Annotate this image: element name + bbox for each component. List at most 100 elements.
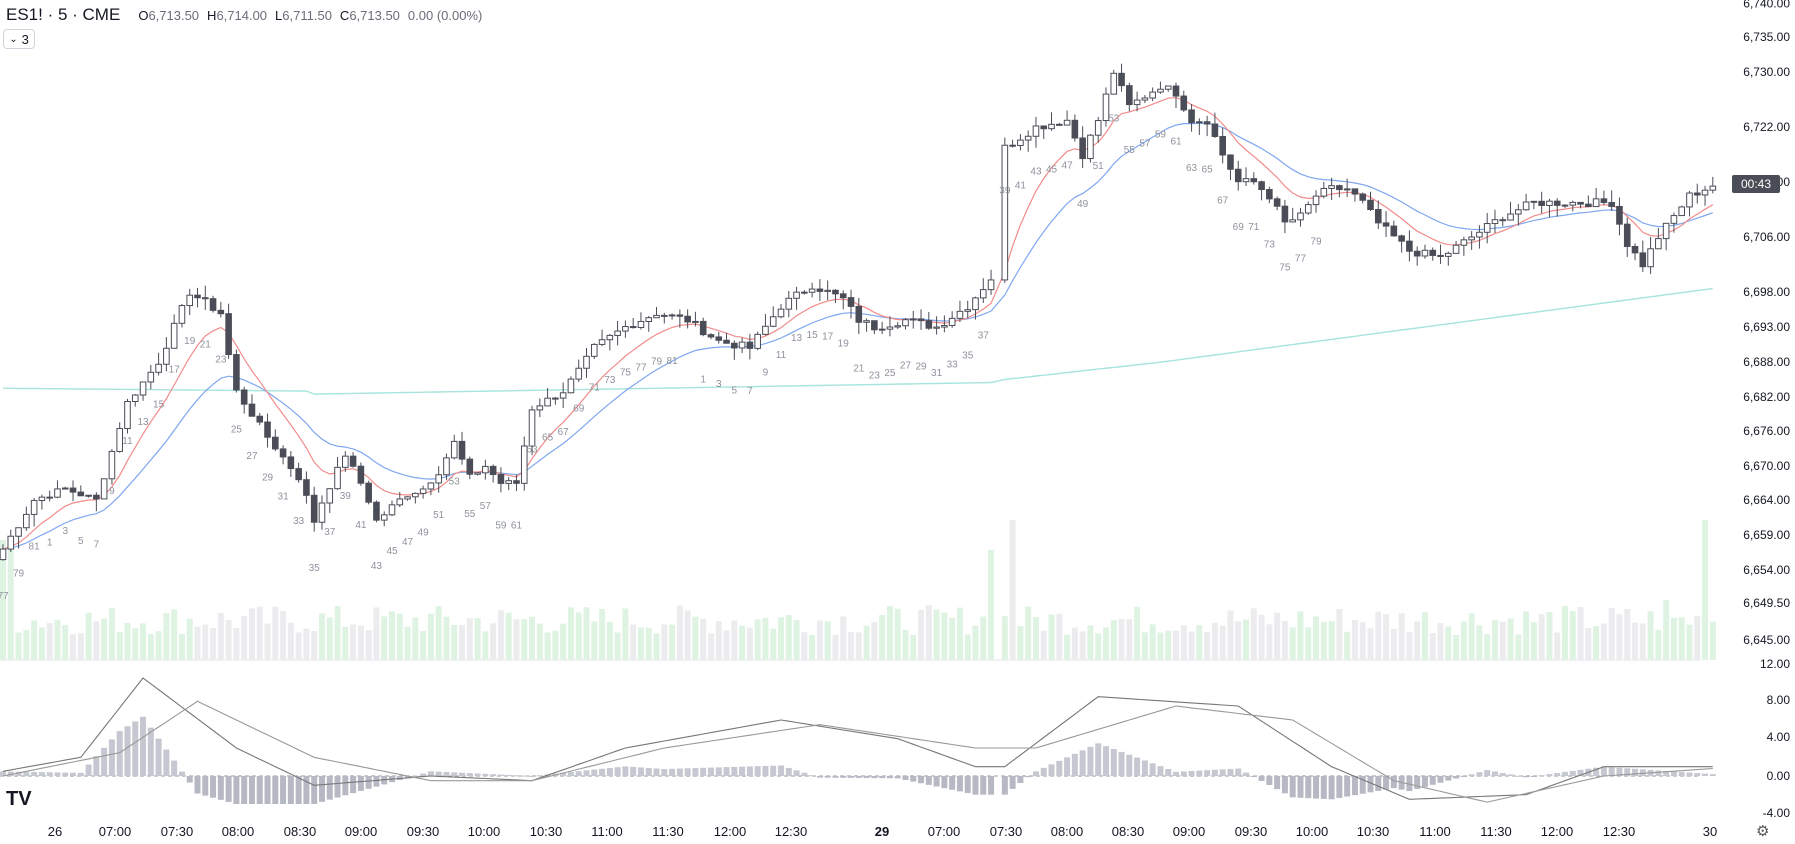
- volume-bar: [661, 624, 668, 660]
- candle-body: [769, 316, 777, 327]
- bar-count-label: 41: [1015, 180, 1027, 191]
- macd-histogram-bar: [427, 771, 434, 776]
- y-tick-label: 6,735.00: [1743, 30, 1790, 44]
- candle-body: [85, 494, 92, 497]
- candle-body: [1507, 213, 1514, 221]
- candle-body: [1094, 120, 1102, 136]
- volume-bar: [85, 612, 92, 660]
- volume-bar: [1530, 622, 1537, 660]
- volume-bar: [972, 625, 979, 660]
- candle-body: [303, 479, 310, 496]
- bar-count-label: 55: [1124, 145, 1136, 156]
- volume-bar: [1048, 614, 1055, 660]
- volume-bar: [902, 629, 909, 660]
- volume-bar: [1118, 619, 1125, 660]
- candle-body: [661, 314, 668, 317]
- macd-histogram-bar: [1670, 771, 1677, 776]
- bar-count-label: 57: [480, 501, 492, 512]
- candle-body: [723, 339, 730, 344]
- macd-histogram-bar: [1359, 776, 1366, 794]
- candle-body: [217, 309, 225, 315]
- macd-histogram-bar: [334, 776, 341, 798]
- candle-body: [964, 309, 972, 312]
- volume-bar: [108, 607, 115, 660]
- macd-histogram-bar: [1460, 776, 1467, 777]
- macd-histogram-bar: [529, 776, 536, 777]
- volume-bar: [241, 616, 248, 660]
- candle-body: [1483, 223, 1491, 233]
- candle-body: [100, 478, 108, 500]
- volume-bar: [1243, 619, 1250, 660]
- bar-count-label: 13: [791, 333, 803, 344]
- candle-body: [334, 466, 341, 490]
- volume-bar: [715, 621, 722, 660]
- gear-icon[interactable]: ⚙: [1756, 823, 1770, 840]
- volume-bar: [1359, 622, 1366, 660]
- volume-bar: [583, 607, 590, 660]
- candle-body: [622, 326, 629, 332]
- candle-body: [933, 326, 940, 329]
- macd-histogram-bar: [1258, 776, 1265, 781]
- candle-body: [240, 389, 248, 405]
- candle-body: [731, 342, 738, 349]
- volume-bar: [357, 625, 364, 660]
- candle-body: [1701, 189, 1709, 196]
- volume-bar: [1569, 611, 1576, 660]
- macd-histogram-bar: [754, 766, 761, 776]
- candle-body: [1164, 85, 1172, 90]
- macd-histogram-bar: [1071, 753, 1078, 776]
- macd-histogram-bar: [490, 774, 497, 776]
- volume-bar: [871, 622, 878, 660]
- x-tick-label: 07:00: [928, 824, 961, 839]
- bar-count-label: 37: [324, 527, 336, 538]
- volume-bar: [1196, 625, 1203, 660]
- macd-histogram-bar: [46, 772, 53, 776]
- macd-histogram-bar: [1289, 776, 1296, 798]
- macd-histogram-bar: [1655, 770, 1662, 776]
- volume-bar: [1515, 634, 1522, 660]
- indicators-toggle-button[interactable]: ⌄ 3: [3, 29, 35, 49]
- y-tick-label: 6,664.00: [1743, 493, 1790, 507]
- volume-bar: [1227, 610, 1234, 660]
- candle-body: [1538, 200, 1545, 206]
- candle-body: [847, 297, 855, 307]
- macd-histogram-bar: [1235, 768, 1242, 776]
- macd-histogram-bar: [1219, 769, 1226, 776]
- volume-bar: [1320, 622, 1327, 660]
- x-tick-label: 09:00: [345, 824, 378, 839]
- tradingview-logo-icon[interactable]: TV: [6, 788, 32, 810]
- volume-bar: [886, 606, 893, 660]
- volume-bar: [1173, 630, 1179, 660]
- volume-bar: [855, 632, 862, 660]
- bar-count-label: 79: [651, 356, 663, 367]
- bar-count-label: 7: [94, 540, 100, 551]
- symbol-title[interactable]: ES1! · 5 · CME: [6, 5, 121, 24]
- bar-count-label: 3: [716, 379, 722, 390]
- macd-histogram-bar: [606, 767, 613, 776]
- volume-bar: [248, 608, 255, 660]
- volume-bar: [801, 632, 808, 660]
- macd-histogram-bar: [676, 768, 683, 776]
- macd-histogram-bar: [186, 776, 193, 783]
- macd-histogram-bar: [1110, 749, 1117, 776]
- macd-histogram-bar: [1468, 774, 1475, 776]
- y-tick-label: 6,722.00: [1743, 120, 1790, 134]
- macd-histogram-bar: [863, 776, 870, 779]
- volume-bar: [31, 620, 38, 660]
- volume-bar: [210, 628, 217, 660]
- macd-histogram-bar: [1297, 776, 1304, 798]
- macd-histogram-bar: [1250, 776, 1257, 777]
- volume-bar: [1468, 613, 1475, 660]
- volume-bar: [1336, 609, 1343, 660]
- candle-body: [614, 330, 621, 336]
- bar-count-label: 71: [1248, 222, 1260, 233]
- candle-body: [349, 455, 357, 467]
- macd-histogram-bar: [1281, 776, 1288, 794]
- bar-count-label: 47: [1062, 161, 1074, 172]
- macd-histogram-bar: [855, 776, 862, 778]
- candle-body: [1476, 231, 1483, 238]
- macd-histogram-bar: [746, 766, 753, 776]
- countdown-price-tag: 00:43: [1732, 175, 1780, 193]
- candle-body: [1530, 200, 1538, 203]
